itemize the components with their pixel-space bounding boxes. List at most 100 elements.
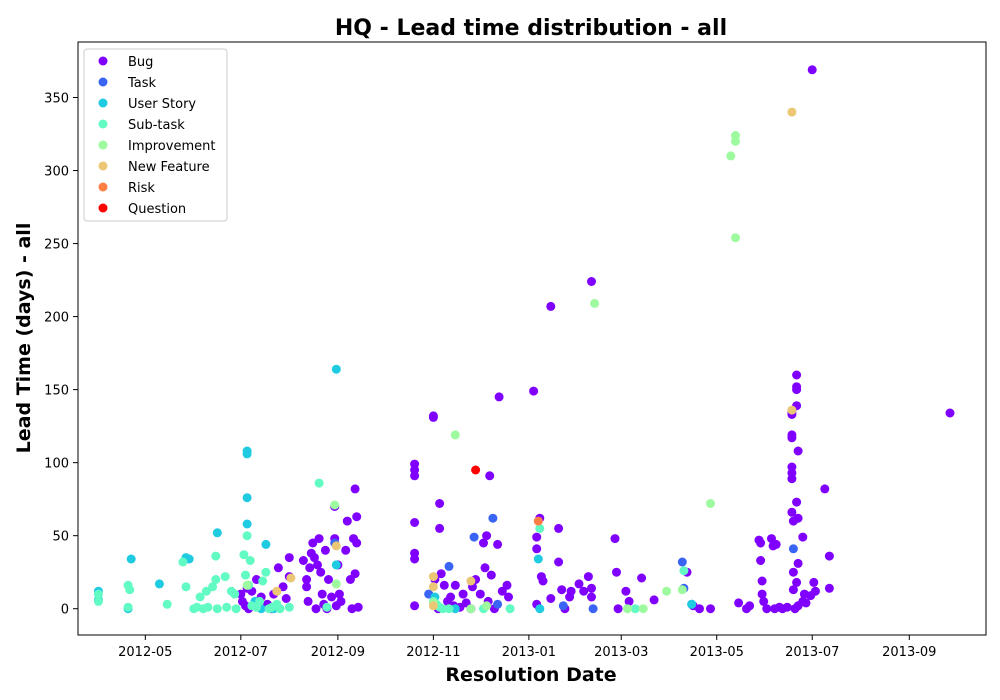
data-point <box>792 577 802 587</box>
y-tick-label: 350 <box>44 92 69 107</box>
data-point <box>787 507 797 517</box>
data-point <box>435 523 445 533</box>
data-point <box>757 589 767 599</box>
data-point <box>236 589 246 599</box>
data-point <box>695 604 704 614</box>
data-point <box>327 592 337 602</box>
data-point <box>324 575 333 584</box>
y-tick-label: 200 <box>44 311 69 326</box>
legend-marker <box>98 77 108 87</box>
x-tick-label: 2012-07 <box>214 645 268 660</box>
data-point <box>532 544 542 554</box>
data-point <box>726 151 736 161</box>
data-point <box>824 551 834 561</box>
data-point <box>579 586 589 596</box>
data-point <box>533 516 543 526</box>
data-point <box>504 592 513 602</box>
data-point <box>154 579 164 589</box>
data-point <box>546 594 556 603</box>
x-tick-label: 2013-05 <box>690 645 744 660</box>
legend-marker <box>98 140 108 150</box>
data-point <box>231 604 241 614</box>
data-point <box>475 589 485 599</box>
data-point <box>298 556 308 565</box>
data-point <box>341 545 351 555</box>
data-point <box>533 554 543 564</box>
data-point <box>792 370 802 380</box>
data-point <box>242 449 252 459</box>
data-point <box>350 569 360 579</box>
data-point <box>438 604 448 614</box>
data-point <box>587 592 596 602</box>
data-point <box>302 575 312 584</box>
y-tick-label: 100 <box>44 457 69 472</box>
data-point <box>485 471 495 481</box>
data-point <box>649 595 659 605</box>
x-tick-label: 2013-09 <box>882 645 936 660</box>
data-point <box>756 556 766 565</box>
data-point <box>820 484 830 494</box>
data-point <box>410 601 420 611</box>
data-point <box>342 516 352 526</box>
legend-label: Risk <box>128 181 155 196</box>
data-point <box>612 567 621 577</box>
legend-label: Improvement <box>128 139 215 154</box>
data-point <box>793 513 803 523</box>
data-point <box>588 604 598 614</box>
data-point <box>410 471 420 481</box>
data-point <box>436 569 446 579</box>
data-points-layer <box>93 65 955 614</box>
legend-marker <box>98 203 108 213</box>
x-tick-label: 2012-11 <box>406 645 460 660</box>
data-point <box>242 519 252 529</box>
data-point <box>505 604 515 614</box>
legend-frame <box>83 48 228 222</box>
data-point <box>428 582 438 592</box>
data-point <box>331 560 341 570</box>
data-point <box>446 592 456 602</box>
data-point <box>222 602 232 612</box>
data-point <box>630 604 640 614</box>
data-point <box>480 563 490 573</box>
data-point <box>275 604 285 614</box>
data-point <box>123 602 133 612</box>
data-point <box>762 604 772 614</box>
data-point <box>787 107 797 117</box>
data-point <box>203 602 213 612</box>
legend: Bug Task User Story Sub-task Improvement New … <box>83 48 228 222</box>
legend-marker <box>98 119 108 129</box>
x-axis: 2012-05 2012-07 2012-09 2012-11 2013-01 2013-… <box>118 635 936 660</box>
data-point <box>336 596 346 606</box>
data-point <box>488 513 498 523</box>
data-point <box>284 553 294 563</box>
data-point <box>241 570 250 580</box>
data-point <box>469 532 479 542</box>
legend-label: New Feature <box>128 160 210 175</box>
data-point <box>309 553 319 563</box>
legend-label: Task <box>127 76 157 91</box>
data-point <box>93 589 103 599</box>
y-tick-label: 300 <box>44 165 69 180</box>
data-point <box>482 531 492 541</box>
data-point <box>352 512 362 522</box>
data-point <box>242 531 252 541</box>
x-tick-label: 2013-07 <box>785 645 839 660</box>
legend-marker <box>98 161 108 171</box>
y-tick-label: 250 <box>44 238 69 253</box>
y-tick-label: 150 <box>44 384 69 399</box>
data-point <box>302 582 312 592</box>
y-tick-label: 0 <box>61 603 69 618</box>
data-point <box>313 560 322 570</box>
data-point <box>809 577 819 587</box>
data-point <box>482 601 492 611</box>
data-point <box>662 586 672 596</box>
data-point <box>558 601 568 611</box>
data-point <box>208 582 218 592</box>
data-point <box>538 576 548 586</box>
plot-area-frame <box>77 41 987 636</box>
data-point <box>272 586 282 596</box>
data-point <box>273 563 283 573</box>
data-point <box>466 576 476 586</box>
data-point <box>787 433 797 443</box>
data-point <box>792 497 802 507</box>
